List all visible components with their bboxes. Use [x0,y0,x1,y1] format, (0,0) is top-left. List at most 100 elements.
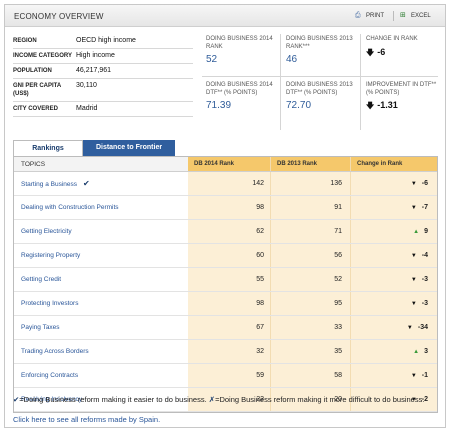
down-arrow-icon: ▼ [410,396,417,403]
info-value: 30,110 [76,82,97,89]
print-button[interactable]: ⎙ PRINT [355,12,384,19]
reform-legend: ✔=Doing Business reform making it easier… [13,395,441,405]
change-rank-cell: ▲ 9 [350,220,437,243]
table-row: Protecting Investors 98 95 ▼ -3 [14,292,437,316]
excel-icon: ⊞ [400,12,406,19]
info-row-income-category: INCOME CATEGORY High income [13,49,193,64]
stat-value: -6 [377,46,386,57]
table-header-row: TOPICS DB 2014 Rank DB 2013 Rank Change … [14,157,437,172]
col-header-db2014: DB 2014 Rank [188,157,270,171]
change-rank-cell: ▼ -4 [350,244,437,267]
stat-value: 72.70 [286,100,312,111]
change-value: -3 [421,276,428,283]
reform-check-icon: ✔ [83,179,90,188]
topic-link[interactable]: Trading Across Borders [21,348,89,355]
change-rank-cell: ▼ -3 [350,292,437,315]
change-value: 3 [424,348,428,355]
rankings-table: TOPICS DB 2014 Rank DB 2013 Rank Change … [13,156,438,413]
change-rank-cell: ▼ -3 [350,268,437,291]
db2013-rank-cell: 136 [270,172,350,195]
db2013-rank-cell: 91 [270,196,350,219]
topic-link[interactable]: Resolving Insolvency [21,396,83,403]
excel-button[interactable]: ⊞ EXCEL [400,12,431,19]
printer-icon: ⎙ [355,12,361,19]
stat-value-row: 🡇 -1.31 [366,100,442,114]
db2013-rank-cell: 33 [270,316,350,339]
stat-divider [360,34,361,130]
topic-link[interactable]: Protecting Investors [21,300,79,307]
topic-cell: Starting a Business ✔ [14,179,188,188]
panel-title: ECONOMY OVERVIEW [14,12,104,21]
down-arrow-icon: ▼ [406,324,413,331]
down-arrow-icon: 🡇 [366,101,375,110]
db2014-rank-cell: 32 [188,340,270,363]
table-row: Trading Across Borders 32 35 ▲ 3 [14,340,437,364]
stat-label: IMPROVEMENT IN DTF** (% POINTS) [366,82,437,96]
topic-cell: Getting Electricity [14,228,188,235]
tab-distance-to-frontier[interactable]: Distance to Frontier [83,140,175,156]
topic-link[interactable]: Enforcing Contracts [21,372,79,379]
topic-link[interactable]: Paying Taxes [21,324,60,331]
topic-link[interactable]: Getting Electricity [21,228,72,235]
info-value: High income [76,52,115,59]
db2014-rank-cell: 142 [188,172,270,195]
check-icon: ✔ [13,395,20,404]
db2014-rank-cell: 22 [188,388,270,411]
topic-cell: Enforcing Contracts [14,372,188,379]
stat-label: DOING BUSINESS 2014 DTF** (% POINTS) [206,82,273,96]
all-reforms-link[interactable]: Click here to see all reforms made by Sp… [13,415,161,424]
info-value: 46,217,961 [76,67,112,74]
change-value: -6 [421,180,428,187]
stat-value-row: 🡇 -6 [366,47,442,61]
change-value: -34 [417,324,428,331]
stat-divider [280,34,281,130]
change-rank-cell: ▲ 3 [350,340,437,363]
table-row: Getting Credit 55 52 ▼ -3 [14,268,437,292]
info-value: Madrid [76,105,98,112]
db2014-rank-cell: 98 [188,196,270,219]
topic-link[interactable]: Starting a Business [21,181,78,188]
topic-link[interactable]: Dealing with Construction Permits [21,204,119,211]
down-arrow-icon: ▼ [410,252,417,259]
header-divider [393,11,394,21]
table-row: Resolving Insolvency 22 20 ▼ -2 [14,388,437,412]
topic-cell: Registering Property [14,252,188,259]
excel-label: EXCEL [411,12,431,19]
down-arrow-icon: ▼ [410,180,417,187]
info-row-region: REGION OECD high income [13,34,193,49]
db2014-rank-cell: 60 [188,244,270,267]
stat-label: DOING BUSINESS 2013 RANK*** [286,36,353,50]
topic-cell: Dealing with Construction Permits [14,204,188,211]
stat-db2013-dtf: DOING BUSINESS 2013 DTF** (% POINTS) 72.… [286,82,362,111]
topic-cell: Getting Credit [14,276,188,283]
db2014-rank-cell: 55 [188,268,270,291]
col-header-change: Change in Rank [350,157,437,171]
down-arrow-icon: ▼ [410,372,417,379]
info-key: INCOME CATEGORY [13,53,73,59]
topic-link[interactable]: Getting Credit [21,276,62,283]
db2013-rank-cell: 56 [270,244,350,267]
stat-label: DOING BUSINESS 2014 RANK [206,36,273,50]
db2013-rank-cell: 71 [270,220,350,243]
change-value: 9 [424,228,428,235]
up-arrow-icon: ▲ [413,228,420,235]
legend-x-text: =Doing Business reform making it more di… [215,395,425,404]
stat-db2013-rank: DOING BUSINESS 2013 RANK*** 46 [286,36,362,65]
info-key: CITY COVERED [13,106,58,112]
db2014-rank-cell: 98 [188,292,270,315]
down-arrow-icon: ▼ [410,276,417,283]
stat-divider [202,76,438,77]
change-value: -3 [421,300,428,307]
db2014-rank-cell: 67 [188,316,270,339]
info-key: GNI PER CAPITA (US$) [13,83,62,97]
change-value: -1 [421,372,428,379]
db2014-rank-cell: 62 [188,220,270,243]
tab-rankings[interactable]: Rankings [13,140,83,156]
down-arrow-icon: 🡇 [366,47,375,57]
stat-value: -1.31 [377,100,398,110]
db2013-rank-cell: 52 [270,268,350,291]
topic-link[interactable]: Registering Property [21,252,81,259]
topic-cell: Paying Taxes [14,324,188,331]
db2013-rank-cell: 58 [270,364,350,387]
x-icon: ✗ [208,395,216,404]
